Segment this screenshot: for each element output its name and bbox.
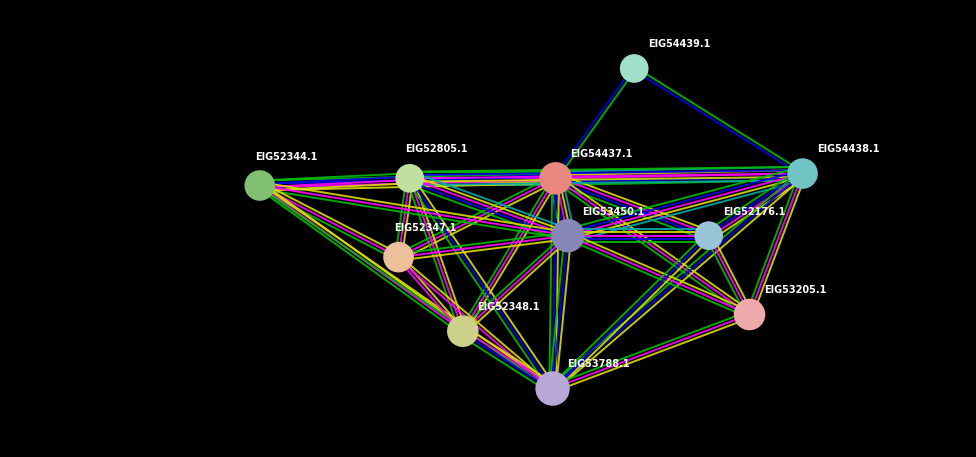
Circle shape [788,158,818,189]
Circle shape [694,221,723,250]
Text: EIG54438.1: EIG54438.1 [817,144,879,154]
Text: EIG52348.1: EIG52348.1 [477,302,540,312]
Text: EIG54437.1: EIG54437.1 [570,149,632,159]
Text: EIG52347.1: EIG52347.1 [393,223,456,233]
Text: EIG53205.1: EIG53205.1 [764,285,827,295]
Circle shape [536,372,570,406]
Circle shape [384,242,414,272]
Circle shape [540,162,572,195]
Text: EIG54439.1: EIG54439.1 [648,39,711,49]
Text: EIG52805.1: EIG52805.1 [405,144,468,154]
Circle shape [620,54,648,83]
Text: EIG52176.1: EIG52176.1 [723,207,786,217]
Circle shape [395,164,424,193]
Circle shape [734,299,765,330]
Circle shape [551,219,585,252]
Text: EIG52344.1: EIG52344.1 [255,152,317,162]
Circle shape [447,315,478,347]
Text: EIG53450.1: EIG53450.1 [583,207,644,217]
Text: EIG53788.1: EIG53788.1 [567,360,630,369]
Circle shape [244,170,275,201]
